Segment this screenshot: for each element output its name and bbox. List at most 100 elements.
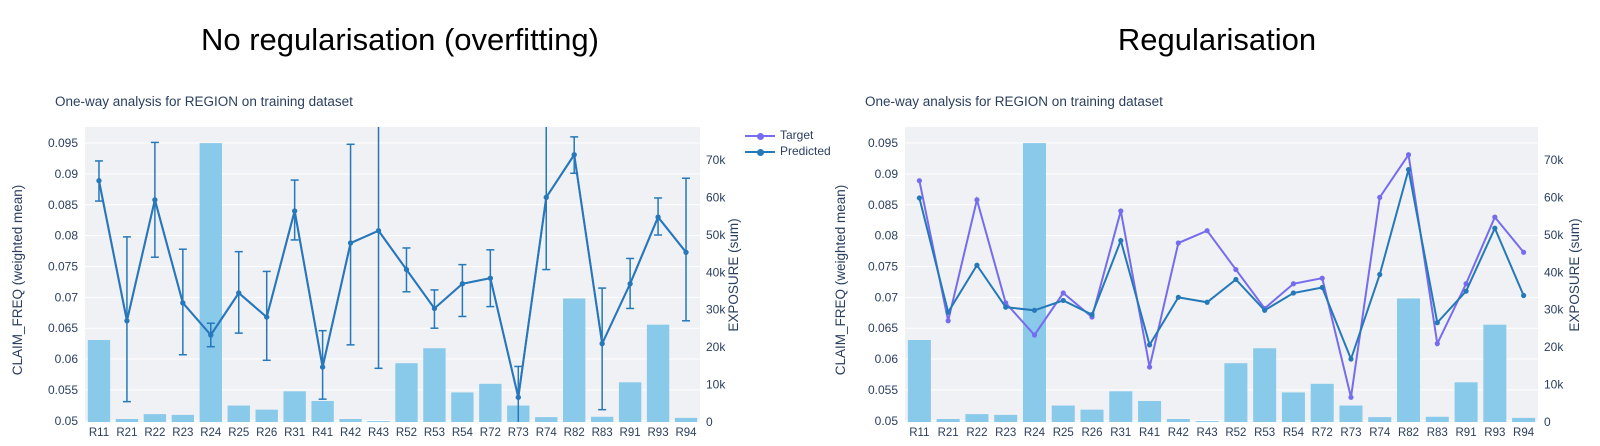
predicted-point[interactable] (1377, 271, 1383, 278)
exposure-bar[interactable] (311, 401, 334, 422)
exposure-bar[interactable] (283, 391, 306, 422)
exposure-bar[interactable] (1425, 416, 1449, 422)
target-point[interactable] (1319, 275, 1325, 281)
predicted-point[interactable] (1521, 292, 1527, 299)
predicted-point[interactable] (124, 318, 130, 324)
predicted-point[interactable] (1118, 237, 1124, 244)
predicted-point[interactable] (945, 309, 951, 315)
predicted-point[interactable] (1262, 307, 1268, 313)
target-point[interactable] (916, 178, 922, 184)
exposure-bar[interactable] (1281, 392, 1305, 422)
exposure-bar[interactable] (563, 298, 586, 422)
exposure-bar[interactable] (199, 143, 222, 422)
predicted-point[interactable] (571, 152, 577, 158)
exposure-bar[interactable] (1368, 417, 1392, 422)
chart-regularisation[interactable]: 0.05 0.055 0.06 0.065 0.07 0.075 0.08 0.085 0.09… (810, 0, 1600, 446)
predicted-point[interactable] (974, 262, 980, 268)
exposure-bar[interactable] (367, 421, 390, 423)
exposure-bar[interactable] (115, 419, 139, 422)
exposure-bar[interactable] (618, 382, 642, 422)
exposure-bar[interactable] (1483, 324, 1507, 422)
exposure-bar[interactable] (1195, 421, 1219, 423)
predicted-point[interactable] (180, 300, 186, 306)
exposure-bar[interactable] (646, 324, 670, 422)
predicted-point[interactable] (1031, 307, 1038, 313)
exposure-bar[interactable] (1339, 405, 1363, 422)
target-point[interactable] (1175, 240, 1181, 246)
predicted-point[interactable] (459, 281, 465, 287)
predicted-line[interactable] (918, 169, 1525, 362)
target-point[interactable] (1146, 364, 1153, 370)
predicted-point[interactable] (1146, 342, 1153, 348)
target-point[interactable] (1290, 281, 1297, 287)
predicted-point[interactable] (431, 305, 438, 312)
exposure-bar[interactable] (395, 363, 418, 422)
predicted-point[interactable] (1348, 356, 1354, 362)
predicted-point[interactable] (543, 194, 549, 200)
exposure-bar[interactable] (339, 419, 362, 422)
exposure-bar[interactable] (1022, 143, 1046, 422)
exposure-bar[interactable] (171, 414, 195, 422)
exposure-bar[interactable] (143, 414, 167, 422)
exposure-bar[interactable] (1224, 363, 1248, 422)
predicted-point[interactable] (236, 290, 242, 296)
predicted-point[interactable] (1089, 312, 1095, 318)
predicted-point[interactable] (599, 341, 605, 347)
target-point[interactable] (1492, 214, 1498, 220)
exposure-bar[interactable] (1051, 405, 1075, 422)
predicted-point[interactable] (1492, 225, 1498, 231)
target-point[interactable] (974, 197, 980, 203)
predicted-point[interactable] (152, 197, 158, 203)
exposure-bar[interactable] (1109, 391, 1133, 422)
target-point[interactable] (1031, 332, 1038, 338)
exposure-bar[interactable] (1138, 401, 1162, 422)
exposure-bar[interactable] (907, 340, 931, 422)
predicted-point[interactable] (1003, 304, 1009, 310)
exposure-bar[interactable] (1397, 298, 1421, 422)
predicted-point[interactable] (683, 249, 689, 255)
exposure-bar[interactable] (1166, 419, 1190, 422)
predicted-point[interactable] (96, 178, 102, 184)
predicted-point[interactable] (627, 281, 633, 287)
target-point[interactable] (945, 318, 951, 324)
target-point[interactable] (1348, 394, 1354, 400)
exposure-bar[interactable] (936, 419, 960, 422)
predicted-point[interactable] (1060, 297, 1066, 304)
target-point[interactable] (1233, 266, 1239, 273)
predicted-point[interactable] (1463, 288, 1469, 294)
predicted-point[interactable] (292, 208, 298, 214)
exposure-bar[interactable] (965, 414, 989, 422)
predicted-point[interactable] (208, 332, 214, 338)
target-point[interactable] (1060, 290, 1066, 296)
predicted-line[interactable] (97, 152, 687, 398)
predicted-point[interactable] (1405, 166, 1412, 173)
predicted-point[interactable] (515, 394, 521, 400)
predicted-point[interactable] (1290, 290, 1297, 296)
predicted-point[interactable] (655, 214, 661, 220)
exposure-bar[interactable] (1512, 417, 1536, 422)
predicted-point[interactable] (320, 364, 326, 370)
target-point[interactable] (1434, 341, 1440, 347)
chart-no-regularisation[interactable]: 0.05 0.055 0.06 0.065 0.07 0.075 0.08 0.085 0.09… (0, 0, 810, 446)
predicted-point[interactable] (1204, 299, 1210, 305)
predicted-point[interactable] (347, 240, 354, 246)
exposure-bar[interactable] (423, 348, 446, 422)
exposure-bar[interactable] (479, 383, 502, 422)
target-point[interactable] (1377, 194, 1383, 200)
predicted-point[interactable] (487, 275, 493, 281)
legend-item-predicted[interactable]: Predicted (745, 145, 831, 158)
exposure-bar[interactable] (255, 409, 278, 422)
legend-item-target[interactable]: Target (745, 129, 831, 142)
predicted-point[interactable] (1175, 294, 1181, 300)
predicted-point[interactable] (1319, 284, 1325, 291)
exposure-bar[interactable] (674, 417, 698, 422)
target-point[interactable] (1204, 228, 1210, 234)
exposure-bar[interactable] (1080, 409, 1104, 422)
exposure-bar[interactable] (227, 405, 250, 422)
target-point[interactable] (1118, 208, 1124, 214)
exposure-bar[interactable] (535, 417, 558, 422)
exposure-bar[interactable] (87, 340, 111, 422)
exposure-bar[interactable] (1454, 382, 1478, 422)
exposure-bar[interactable] (994, 414, 1018, 422)
exposure-bar[interactable] (590, 416, 614, 422)
